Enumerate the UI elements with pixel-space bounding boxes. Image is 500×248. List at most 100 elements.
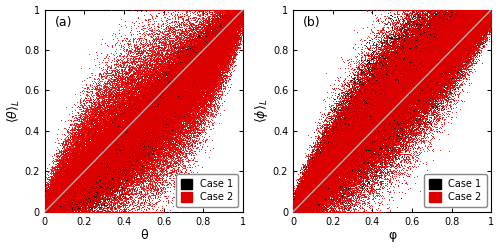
Point xyxy=(199,56,207,60)
Point xyxy=(136,58,144,62)
Point xyxy=(169,92,177,96)
Point xyxy=(54,200,62,204)
Point xyxy=(400,118,408,122)
Point xyxy=(104,147,112,151)
Point xyxy=(198,62,205,65)
Point xyxy=(316,172,324,176)
Point xyxy=(110,131,118,135)
Point xyxy=(186,130,194,134)
Point xyxy=(142,143,150,147)
Point xyxy=(108,110,116,114)
Point xyxy=(382,134,390,138)
Point xyxy=(92,186,100,190)
Point xyxy=(92,199,100,203)
Point xyxy=(412,36,420,40)
Point xyxy=(90,164,98,168)
Point xyxy=(415,110,423,114)
Point xyxy=(324,180,332,184)
Point xyxy=(327,165,335,169)
Point xyxy=(456,39,464,43)
Point xyxy=(418,96,426,100)
Point xyxy=(484,8,492,12)
Point xyxy=(423,42,431,46)
Point xyxy=(352,118,360,122)
Point xyxy=(164,101,172,105)
Point xyxy=(162,105,170,109)
Point xyxy=(308,186,316,190)
Point xyxy=(304,210,312,214)
Point xyxy=(186,61,194,65)
Point xyxy=(169,67,177,71)
Point xyxy=(413,66,421,70)
Point xyxy=(364,95,372,99)
Point xyxy=(401,73,409,77)
Point xyxy=(117,119,125,123)
Point xyxy=(134,124,142,128)
Point xyxy=(173,63,181,67)
Point xyxy=(182,95,190,99)
Point xyxy=(436,47,444,51)
Point xyxy=(386,134,394,138)
Point xyxy=(120,124,128,128)
Point xyxy=(348,132,356,136)
Point xyxy=(404,100,412,104)
Point xyxy=(424,46,432,50)
Point xyxy=(90,150,98,154)
Point xyxy=(414,48,422,52)
Point xyxy=(96,176,104,180)
Point xyxy=(224,51,232,55)
Point xyxy=(236,8,244,12)
Point xyxy=(164,86,172,90)
Point xyxy=(384,42,392,46)
Point xyxy=(319,139,327,143)
Point xyxy=(170,88,178,92)
Point xyxy=(187,76,195,80)
Point xyxy=(162,99,170,103)
Point xyxy=(198,62,206,66)
Point xyxy=(465,59,473,62)
Point xyxy=(396,85,404,89)
Point xyxy=(60,199,68,203)
Point xyxy=(95,193,103,197)
Point xyxy=(454,24,462,28)
Point xyxy=(476,17,484,21)
Point xyxy=(90,154,98,157)
Point xyxy=(422,18,430,22)
Point xyxy=(290,210,298,214)
Point xyxy=(168,59,175,63)
Point xyxy=(202,22,209,26)
Point xyxy=(88,161,96,165)
Point xyxy=(410,31,418,35)
Point xyxy=(368,86,376,90)
Point xyxy=(378,126,386,130)
Point xyxy=(132,148,140,152)
Point xyxy=(142,112,150,116)
Point xyxy=(126,157,134,161)
Point xyxy=(142,150,150,154)
Point xyxy=(238,8,246,12)
Point xyxy=(119,130,127,134)
Point xyxy=(368,129,376,133)
Point xyxy=(398,61,406,65)
Point xyxy=(380,161,388,165)
Point xyxy=(337,198,345,202)
Point xyxy=(223,30,231,34)
Point xyxy=(322,148,330,152)
Point xyxy=(60,197,68,201)
Point xyxy=(423,52,431,56)
Point xyxy=(354,120,362,124)
Point xyxy=(100,145,108,149)
Point xyxy=(89,169,97,173)
Point xyxy=(190,133,198,137)
Point xyxy=(374,83,382,87)
Point xyxy=(212,39,220,43)
Point xyxy=(185,82,193,86)
Point xyxy=(110,162,118,166)
Point xyxy=(410,8,418,12)
Point xyxy=(368,102,376,106)
Point xyxy=(396,70,404,74)
Point xyxy=(453,48,461,52)
Point xyxy=(118,112,126,116)
Point xyxy=(64,186,72,190)
Point xyxy=(194,61,202,65)
